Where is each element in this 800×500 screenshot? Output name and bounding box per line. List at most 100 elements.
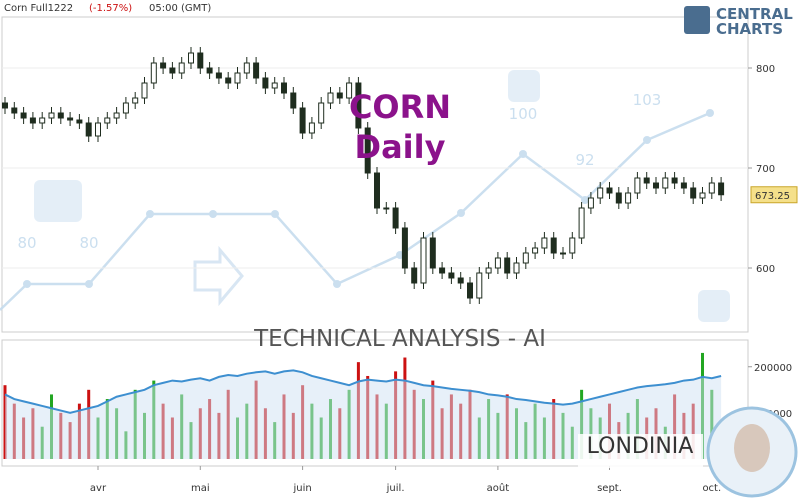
score: 103: [633, 91, 662, 109]
symbol: Corn Full1222: [4, 3, 73, 14]
candle-body: [48, 112, 55, 119]
candle-body: [290, 92, 297, 109]
candle-body: [439, 267, 446, 274]
candle-body: [485, 267, 492, 274]
candle-body: [504, 257, 511, 274]
candle-body: [513, 262, 520, 274]
candle-body: [578, 207, 585, 239]
candle-body: [243, 62, 250, 74]
candle-body: [699, 192, 706, 199]
candle-body: [2, 102, 8, 109]
candle-body: [150, 62, 157, 84]
candle-body: [327, 92, 334, 104]
score: 80: [17, 234, 36, 252]
candle-body: [178, 62, 185, 74]
candle-body: [122, 102, 129, 114]
logo-text: CHARTS: [716, 20, 783, 38]
watermark-icon: [698, 290, 730, 322]
candle-body: [448, 272, 455, 279]
x-tick-label: mai: [191, 483, 210, 494]
candle-body: [634, 177, 641, 194]
watermark-arrow: [193, 245, 244, 307]
candle-body: [234, 72, 241, 84]
x-tick-label: juil.: [386, 483, 405, 494]
candle-body: [197, 52, 204, 69]
candle-body: [606, 187, 613, 194]
candle-body: [39, 117, 46, 124]
candle-body: [597, 187, 604, 199]
candle-body: [690, 187, 697, 199]
candle-body: [299, 107, 306, 134]
candle-body: [680, 182, 687, 189]
candle-body: [308, 122, 315, 134]
candle-body: [718, 182, 725, 196]
score: 80: [79, 234, 98, 252]
candle-body: [20, 112, 27, 119]
score: 100: [509, 105, 538, 123]
candle-body: [420, 237, 427, 284]
avatar-face: [734, 424, 770, 472]
x-tick-label: août: [487, 482, 510, 494]
watermark: 80 80 100 92 103: [0, 70, 730, 322]
candle-body: [85, 122, 92, 137]
candle-body: [662, 177, 669, 189]
candle-body: [569, 237, 576, 254]
y-tick-label: 800: [756, 64, 775, 75]
plot: 600 700 800 avr mai juin juil. août sept. oct. 673…: [2, 47, 798, 494]
open-interest-area: [5, 370, 722, 459]
x-tick-label: oct.: [702, 483, 721, 494]
candle-body: [587, 197, 594, 209]
candle-body: [364, 127, 371, 174]
score: 92: [575, 151, 594, 169]
logo-icon: [684, 6, 710, 34]
candle-body: [169, 67, 176, 74]
watermark-caption: TECHNICAL ANALYSIS - AI: [253, 326, 546, 352]
candle-body: [457, 277, 464, 284]
candle-body: [522, 252, 529, 264]
candle-body: [132, 97, 139, 104]
candle-body: [708, 182, 715, 194]
watermark-title: CORN: [349, 88, 451, 126]
candle-body: [429, 237, 436, 269]
candle-body: [206, 67, 213, 74]
candle-body: [355, 82, 362, 129]
candle-body: [615, 192, 622, 204]
x-tick-label: avr: [90, 483, 107, 494]
watermark-icon: [508, 70, 540, 102]
open-interest-line: [4, 369, 722, 414]
candle-body: [29, 117, 36, 124]
candle-body: [95, 122, 101, 137]
price-panel: [1, 16, 749, 333]
last-price-box: [750, 186, 798, 204]
change: (-1.57%): [89, 3, 132, 14]
watermark-subtitle: Daily: [355, 128, 446, 166]
candle-body: [215, 72, 222, 79]
candle-body: [262, 77, 269, 89]
candle-body: [113, 112, 120, 119]
candle-body: [253, 62, 260, 79]
candle-body: [67, 117, 74, 121]
candle-body: [336, 92, 343, 99]
candle-body: [141, 82, 148, 99]
candle-body: [11, 107, 18, 114]
watermark-icon: [34, 180, 82, 222]
candle-body: [550, 237, 557, 254]
candle-body: [643, 177, 650, 184]
logo-text: CENTRAL: [716, 5, 793, 23]
candle-body: [383, 207, 390, 210]
candle-body: [392, 207, 399, 229]
candle-body: [532, 247, 539, 254]
x-tick-label: juin: [292, 483, 311, 494]
candle-body: [76, 119, 83, 124]
candle-body: [467, 282, 473, 299]
candle-body: [671, 177, 678, 184]
candle-body: [411, 267, 418, 284]
candle-body: [494, 257, 501, 269]
volume-panel: [1, 339, 749, 467]
candle-body: [401, 227, 408, 269]
candle-body: [271, 82, 278, 89]
candle-body: [560, 252, 566, 255]
candle-body: [476, 272, 483, 299]
candle-body: [188, 52, 194, 64]
